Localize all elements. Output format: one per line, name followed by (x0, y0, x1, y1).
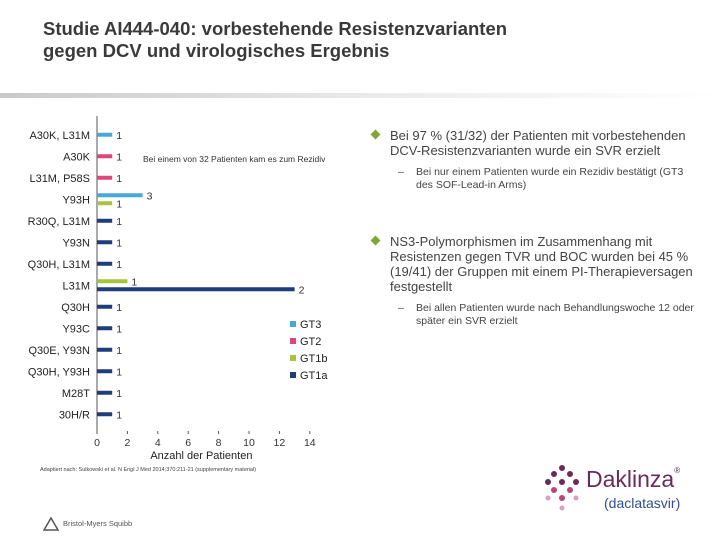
bar-value-label: 1 (116, 151, 122, 163)
finding-2: NS3-Polymorphismen im Zusammenhang mit R… (370, 234, 702, 294)
category-label: Y93N (62, 237, 90, 249)
legend-label-gt1b: GT1b (300, 353, 328, 365)
bar-value-label: 3 (147, 190, 153, 202)
bar-gt1b (97, 279, 128, 284)
logo-generic-name: (daclatasvir) (604, 495, 681, 511)
bar-gt3 (97, 132, 113, 137)
legend-label-gt1a: GT1a (300, 370, 328, 382)
slide-title: Studie AI444-040: vorbestehende Resisten… (43, 18, 663, 62)
bar-value-label: 1 (116, 130, 122, 142)
bar-value-label: 2 (299, 284, 305, 296)
category-label: M28T (62, 388, 90, 400)
x-tick-label: 10 (243, 437, 255, 449)
bar-value-label: 1 (116, 237, 122, 249)
bar-gt1a (97, 261, 113, 266)
bar-value-label: 1 (116, 388, 122, 400)
dash-icon: – (398, 302, 404, 314)
bar-value-label: 1 (116, 173, 122, 185)
x-tick-label: 6 (185, 437, 191, 449)
bar-value-label: 1 (116, 345, 122, 357)
company-logo: Bristol-Myers Squibb (42, 516, 163, 531)
finding-1-sub-text: Bei nur einem Patienten wurde ein Rezidi… (416, 166, 684, 191)
bar-gt2 (97, 154, 113, 159)
bar-gt1a (97, 218, 113, 223)
category-label: L31M (62, 280, 90, 292)
bar-gt1a (97, 412, 113, 417)
bms-mark-icon (42, 516, 60, 531)
finding-1-text: Bei 97 % (31/32) der Patienten mit vorbe… (390, 128, 686, 158)
legend-label-gt2: GT2 (300, 336, 321, 348)
logo-wordmark: Daklinza® (586, 466, 681, 492)
legend-swatch-gt3 (290, 321, 296, 327)
company-name: Bristol-Myers Squibb (63, 519, 133, 528)
bar-value-label: 1 (116, 198, 122, 210)
x-tick-label: 2 (124, 437, 130, 449)
legend-swatch-gt1b (290, 355, 296, 361)
bar-value-label: 1 (116, 216, 122, 228)
bar-gt1b (97, 201, 113, 206)
bar-gt3 (97, 193, 143, 198)
x-tick-label: 8 (216, 437, 222, 449)
title-divider (0, 93, 720, 98)
category-label: Y93H (62, 194, 90, 206)
bar-value-label: 1 (131, 276, 137, 288)
reference-footnote: Adaptiert nach: Sulkowski et al. N Engl … (40, 467, 257, 473)
finding-2-text: NS3-Polymorphismen im Zusammenhang mit R… (390, 234, 693, 294)
finding-1: Bei 97 % (31/32) der Patienten mit vorbe… (370, 128, 702, 158)
bar-gt1a (97, 287, 295, 292)
bar-gt2 (97, 175, 113, 180)
finding-2-sub-text: Bei allen Patienten wurde nach Behandlun… (416, 302, 694, 327)
title-line-1: Studie AI444-040: vorbestehende Resisten… (43, 18, 508, 39)
legend-swatch-gt1a (290, 372, 296, 378)
bar-gt1a (97, 240, 113, 245)
relapse-annotation: Bei einem von 32 Patienten kam es zum Re… (143, 154, 326, 164)
logo-dots-icon (545, 465, 579, 511)
bar-value-label: 1 (116, 323, 122, 335)
findings-list: Bei 97 % (31/32) der Patienten mit vorbe… (370, 128, 702, 328)
category-label: R30Q, L31M (28, 216, 90, 228)
bar-gt1a (97, 347, 113, 352)
legend-label-gt3: GT3 (300, 319, 321, 331)
category-label: Y93C (62, 323, 90, 335)
x-tick-label: 4 (155, 437, 161, 449)
bar-chart: A30K, L31M 1 A30K 1 L31M, P58S 1 Y93H 3 1 R30Q, L… (28, 116, 328, 460)
finding-1-sub: – Bei nur einem Patienten wurde ein Rezi… (372, 166, 702, 192)
bar-value-label: 1 (116, 259, 122, 271)
bar-gt1a (97, 390, 113, 395)
category-label: A30K, L31M (29, 130, 90, 142)
category-label: L31M, P58S (29, 173, 90, 185)
x-tick-label: 14 (304, 437, 316, 449)
bar-value-label: 1 (116, 409, 122, 421)
category-label: Q30E, Y93N (28, 345, 90, 357)
bar-gt1a (97, 304, 113, 309)
category-label: Q30H, Y93H (28, 366, 90, 378)
legend-swatch-gt2 (290, 338, 296, 344)
bar-gt1a (97, 369, 113, 374)
bar-value-label: 1 (116, 366, 122, 378)
daklinza-logo: Daklinza® (daclatasvir) (540, 462, 715, 522)
dash-icon: – (398, 166, 404, 178)
category-label: Q30H (61, 302, 90, 314)
bar-value-label: 1 (116, 302, 122, 314)
finding-2-sub: – Bei allen Patienten wurde nach Behandl… (372, 302, 702, 328)
title-line-2: gegen DCV und virologisches Ergebnis (43, 40, 390, 61)
bar-gt1a (97, 326, 113, 331)
category-label: A30K (63, 151, 91, 163)
x-tick-label: 0 (94, 437, 100, 449)
x-axis-title: Anzahl der Patienten (150, 450, 252, 460)
category-label: 30H/R (59, 409, 90, 421)
bullet-diamond-icon (370, 129, 381, 140)
category-label: Q30H, L31M (28, 259, 90, 271)
bullet-diamond-icon (370, 235, 381, 246)
x-tick-label: 12 (274, 437, 286, 449)
